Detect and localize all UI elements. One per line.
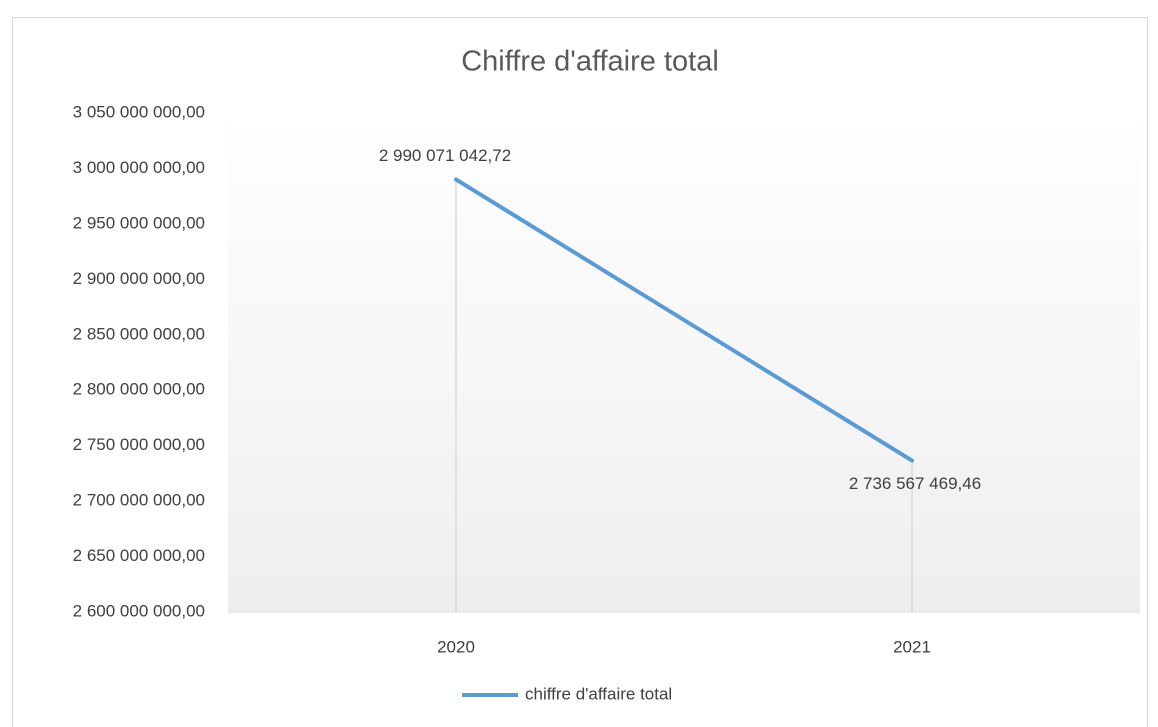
series-line	[454, 177, 914, 463]
data-label: 2 736 567 469,46	[849, 474, 981, 493]
data-label: 2 990 071 042,72	[379, 146, 511, 165]
legend-label: chiffre d'affaire total	[525, 684, 672, 703]
plot-area	[228, 113, 1140, 612]
y-tick-label: 2 600 000 000,00	[73, 601, 205, 620]
y-tick-label: 3 050 000 000,00	[73, 102, 205, 121]
y-tick-label: 2 800 000 000,00	[73, 380, 205, 399]
y-tick-label: 2 900 000 000,00	[73, 269, 205, 288]
y-tick-label: 2 650 000 000,00	[73, 546, 205, 565]
x-tick-label: 2021	[893, 637, 931, 656]
y-tick-label: 3 000 000 000,00	[73, 158, 205, 177]
chart-title: Chiffre d'affaire total	[461, 46, 719, 78]
x-tick-label: 2020	[437, 637, 475, 656]
y-tick-label: 2 700 000 000,00	[73, 491, 205, 510]
y-tick-label: 2 850 000 000,00	[73, 324, 205, 343]
y-tick-label: 2 750 000 000,00	[73, 435, 205, 454]
y-tick-label: 2 950 000 000,00	[73, 213, 205, 232]
